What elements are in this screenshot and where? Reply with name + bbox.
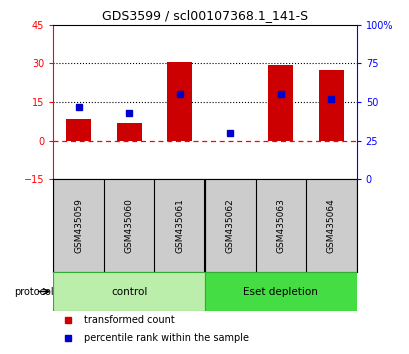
Bar bbox=[318, 70, 343, 141]
Text: GSM435063: GSM435063 bbox=[276, 198, 285, 253]
Text: GSM435064: GSM435064 bbox=[326, 199, 335, 253]
Text: percentile rank within the sample: percentile rank within the sample bbox=[83, 333, 248, 343]
Text: GSM435061: GSM435061 bbox=[175, 198, 184, 253]
Bar bbox=[53, 272, 204, 311]
Text: protocol: protocol bbox=[13, 286, 53, 297]
Text: GSM435059: GSM435059 bbox=[74, 198, 83, 253]
Bar bbox=[267, 65, 293, 141]
Bar bbox=[116, 123, 142, 141]
Text: Eset depletion: Eset depletion bbox=[243, 286, 317, 297]
Text: control: control bbox=[111, 286, 147, 297]
Text: GSM435062: GSM435062 bbox=[225, 199, 234, 253]
Bar bbox=[66, 119, 91, 141]
Text: GSM435060: GSM435060 bbox=[124, 198, 133, 253]
Bar bbox=[166, 62, 192, 141]
Title: GDS3599 / scl00107368.1_141-S: GDS3599 / scl00107368.1_141-S bbox=[102, 9, 307, 22]
Text: transformed count: transformed count bbox=[83, 315, 174, 325]
Bar bbox=[204, 272, 356, 311]
